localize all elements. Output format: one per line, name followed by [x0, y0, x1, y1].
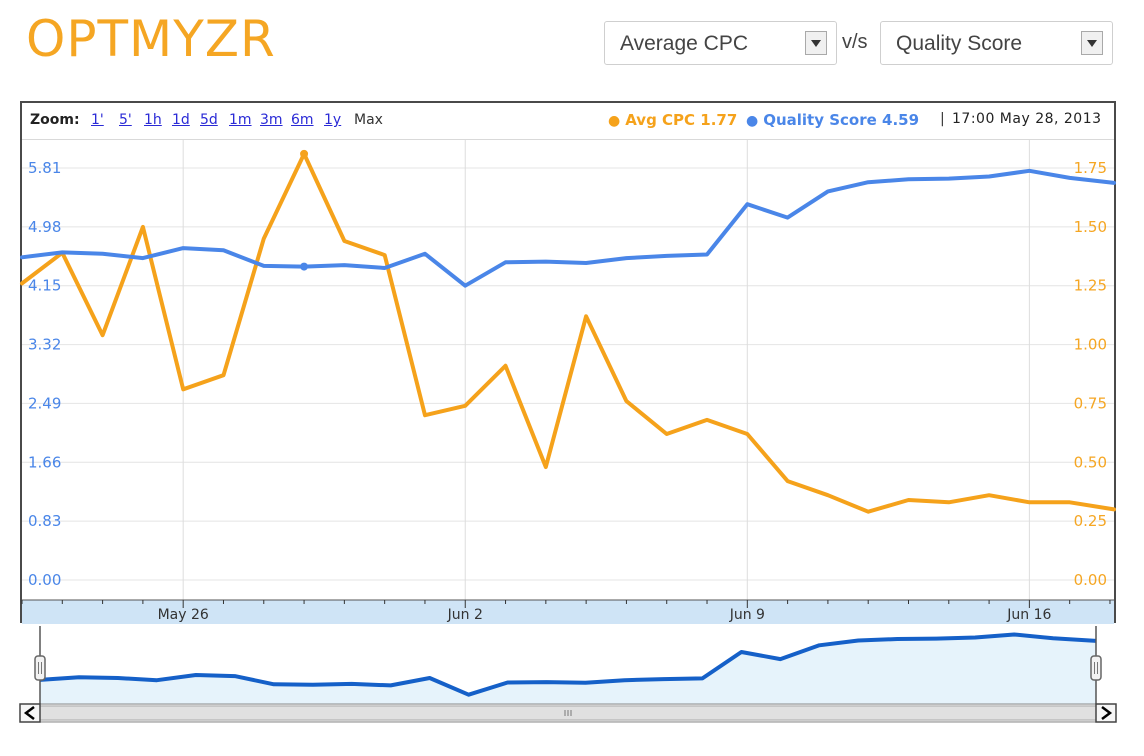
navigator-line [39, 632, 1097, 697]
gridlines [22, 140, 1114, 600]
navigator-right-handle[interactable] [1090, 655, 1102, 681]
left-axis-tick-label: 0.00 [28, 571, 61, 589]
right-axis-tick-label: 1.25 [1074, 277, 1107, 295]
right-axis-tick-label: 0.50 [1074, 453, 1107, 471]
left-axis-tick-label: 2.49 [28, 394, 61, 412]
right-axis-tick-label: 0.25 [1074, 512, 1107, 530]
zoom-option-1d[interactable]: 1d [172, 112, 190, 128]
arrow-left-icon [23, 706, 35, 720]
left-axis-tick-label: 5.81 [28, 159, 61, 177]
x-axis-band [22, 600, 1114, 624]
legend-dot-icon: ● [746, 113, 759, 129]
right-axis-tick-label: 1.50 [1074, 218, 1107, 236]
chevron-down-icon[interactable] [1081, 31, 1103, 55]
right-axis-tick-label: 1.75 [1074, 159, 1107, 177]
navigator-area [40, 634, 1096, 704]
arrow-right-icon [1101, 706, 1113, 720]
zoom-option-5min[interactable]: 5' [119, 112, 132, 128]
left-axis-tick-label: 4.15 [28, 277, 61, 295]
scrollbar[interactable] [19, 703, 1117, 723]
metric-left-select[interactable]: Average CPC [604, 21, 837, 65]
scroll-right-button[interactable] [1095, 703, 1117, 723]
legend-dot-icon: ● [608, 113, 621, 129]
zoom-option-6m[interactable]: 6m [291, 112, 314, 128]
legend-avg-cpc-label: Avg CPC 1.77 [625, 111, 738, 129]
metric-right-select[interactable]: Quality Score [880, 21, 1113, 65]
x-axis-tick-label: Jun 2 [447, 607, 483, 623]
metric-right-value: Quality Score [896, 32, 1023, 55]
hover-marker-quality-score [300, 262, 309, 271]
zoom-option-5d[interactable]: 5d [200, 112, 218, 128]
zoom-option-1h[interactable]: 1h [144, 112, 162, 128]
zoom-label: Zoom: [30, 112, 80, 128]
hover-marker-avg-cpc [300, 149, 309, 158]
x-axis: May 26 Jun 2 Jun 9 Jun 16 [21, 599, 1114, 624]
chart-frame [20, 101, 1116, 623]
metric-left-value: Average CPC [620, 32, 749, 55]
zoom-option-3m[interactable]: 3m [260, 112, 283, 128]
zoom-option-1y[interactable]: 1y [324, 112, 342, 128]
right-axis: 0.00 0.25 0.50 0.75 1.00 1.25 1.50 1.75 [1074, 159, 1107, 589]
chevron-down-icon[interactable] [805, 31, 827, 55]
chart-toolbar: Zoom: 1' 5' 1h 1d 5d 1m 3m 6m 1y Max ● Av… [22, 103, 1114, 140]
right-axis-tick-label: 0.00 [1074, 571, 1107, 589]
navigator[interactable] [34, 626, 1102, 704]
x-axis-tick-label: Jun 9 [729, 607, 765, 623]
legend-separator: | [940, 111, 945, 127]
navigator-left-handle[interactable] [34, 655, 46, 681]
series-avg-cpc-line [20, 151, 1116, 514]
series-lines [20, 149, 1116, 514]
zoom-option-max[interactable]: Max [354, 112, 383, 128]
zoom-option-1m[interactable]: 1m [229, 112, 252, 128]
legend-quality-score-label: Quality Score 4.59 [763, 111, 920, 129]
optmyzr-logo: OPTMYZR [26, 10, 276, 68]
zoom-option-1min[interactable]: 1' [91, 112, 104, 128]
left-axis-tick-label: 4.98 [28, 218, 61, 236]
series-quality-score-line [20, 168, 1116, 288]
x-axis-tick-label: May 26 [158, 607, 209, 623]
legend-datetime: 17:00 May 28, 2013 [952, 111, 1102, 127]
left-axis-tick-label: 1.66 [28, 453, 61, 471]
right-axis-tick-label: 0.75 [1074, 394, 1107, 412]
legend-avg-cpc[interactable]: ● Avg CPC 1.77 [608, 111, 737, 129]
x-axis-tick-label: Jun 16 [1006, 607, 1051, 623]
left-axis-tick-label: 0.83 [28, 512, 61, 530]
legend-quality-score[interactable]: ● Quality Score 4.59 [746, 111, 919, 129]
versus-label: v/s [842, 31, 868, 53]
scroll-left-button[interactable] [19, 703, 41, 723]
right-axis-tick-label: 1.00 [1074, 336, 1107, 354]
left-axis: 0.00 0.83 1.66 2.49 3.32 4.15 4.98 5.81 [28, 159, 61, 589]
left-axis-tick-label: 3.32 [28, 336, 61, 354]
